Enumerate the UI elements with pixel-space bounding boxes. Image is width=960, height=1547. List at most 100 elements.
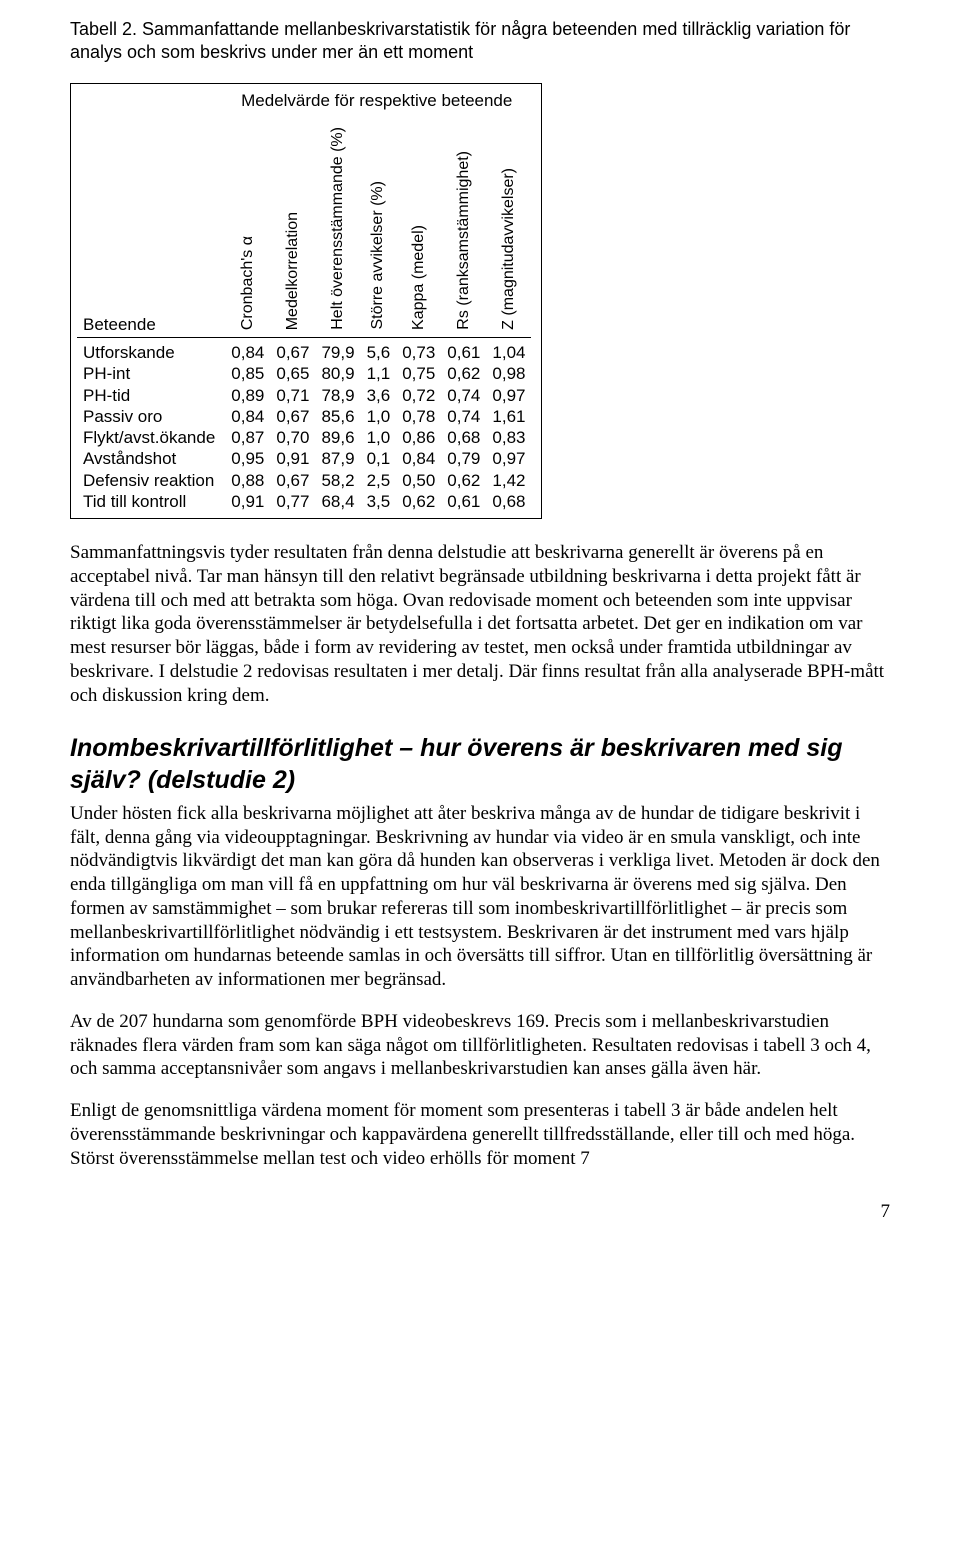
table-body: Utforskande0,840,6779,95,60,730,611,04PH… <box>77 338 531 513</box>
col-header: Z (magnitudavvikelser) <box>486 115 531 338</box>
table-caption: Tabell 2. Sammanfattande mellanbeskrivar… <box>70 18 890 65</box>
cell: 0,79 <box>441 448 486 469</box>
cell: 5,6 <box>361 342 397 363</box>
cell: 0,84 <box>396 448 441 469</box>
cell: 0,87 <box>225 427 270 448</box>
col-header-label: Z (magnitudavvikelser) <box>499 168 519 330</box>
col-header: Rs (ranksamstämmighet) <box>441 115 486 338</box>
table-row: Defensiv reaktion0,880,6758,22,50,500,62… <box>77 470 531 491</box>
cell: 0,91 <box>225 491 270 512</box>
cell: 80,9 <box>315 363 360 384</box>
table-row: Flykt/avst.ökande0,870,7089,61,00,860,68… <box>77 427 531 448</box>
cell: 0,70 <box>270 427 315 448</box>
cell: 1,1 <box>361 363 397 384</box>
cell: 0,97 <box>486 385 531 406</box>
cell: 0,62 <box>396 491 441 512</box>
cell: 0,78 <box>396 406 441 427</box>
table-row: PH-tid0,890,7178,93,60,720,740,97 <box>77 385 531 406</box>
cell: 85,6 <box>315 406 360 427</box>
col-header-label: Helt överensstämmande (%) <box>328 127 348 330</box>
col-header-label: Kappa (medel) <box>409 225 429 330</box>
cell: 0,65 <box>270 363 315 384</box>
table-header: Beteende Cronbach's α Medelkorrelation H… <box>77 115 531 338</box>
row-label: Utforskande <box>77 342 225 363</box>
cell: 0,74 <box>441 385 486 406</box>
col-header-label: Rs (ranksamstämmighet) <box>454 151 474 330</box>
row-label: PH-int <box>77 363 225 384</box>
cell: 0,1 <box>361 448 397 469</box>
table-row: Tid till kontroll0,910,7768,43,50,620,61… <box>77 491 531 512</box>
cell: 0,88 <box>225 470 270 491</box>
cell: 0,71 <box>270 385 315 406</box>
cell: 1,0 <box>361 406 397 427</box>
paragraph: Sammanfattningsvis tyder resultaten från… <box>70 541 890 707</box>
cell: 89,6 <box>315 427 360 448</box>
paragraph: Under hösten fick alla beskrivarna möjli… <box>70 802 890 992</box>
col-header: Helt överensstämmande (%) <box>315 115 360 338</box>
cell: 0,74 <box>441 406 486 427</box>
table-row: PH-int0,850,6580,91,10,750,620,98 <box>77 363 531 384</box>
col-header-label: Medelkorrelation <box>283 212 303 330</box>
row-label: Passiv oro <box>77 406 225 427</box>
table-container: Medelvärde för respektive beteende Betee… <box>70 83 542 519</box>
row-label: Tid till kontroll <box>77 491 225 512</box>
cell: 1,42 <box>486 470 531 491</box>
cell: 3,5 <box>361 491 397 512</box>
cell: 0,62 <box>441 470 486 491</box>
page-number: 7 <box>70 1200 890 1224</box>
col-header-label: Större avvikelser (%) <box>368 181 388 329</box>
cell: 0,77 <box>270 491 315 512</box>
cell: 0,86 <box>396 427 441 448</box>
table-row: Avståndshot0,950,9187,90,10,840,790,97 <box>77 448 531 469</box>
row-label: Flykt/avst.ökande <box>77 427 225 448</box>
cell: 0,89 <box>225 385 270 406</box>
cell: 0,84 <box>225 406 270 427</box>
cell: 3,6 <box>361 385 397 406</box>
cell: 0,95 <box>225 448 270 469</box>
cell: 0,75 <box>396 363 441 384</box>
cell: 0,72 <box>396 385 441 406</box>
row-label: PH-tid <box>77 385 225 406</box>
statistics-table: Beteende Cronbach's α Medelkorrelation H… <box>77 115 531 512</box>
cell: 0,67 <box>270 406 315 427</box>
row-header-label: Beteende <box>77 115 225 338</box>
col-header: Kappa (medel) <box>396 115 441 338</box>
cell: 0,61 <box>441 342 486 363</box>
cell: 2,5 <box>361 470 397 491</box>
cell: 1,0 <box>361 427 397 448</box>
col-header-label: Cronbach's α <box>238 236 258 330</box>
cell: 79,9 <box>315 342 360 363</box>
cell: 1,61 <box>486 406 531 427</box>
cell: 0,67 <box>270 342 315 363</box>
cell: 78,9 <box>315 385 360 406</box>
table-row: Utforskande0,840,6779,95,60,730,611,04 <box>77 342 531 363</box>
cell: 1,04 <box>486 342 531 363</box>
cell: 0,68 <box>441 427 486 448</box>
row-label: Avståndshot <box>77 448 225 469</box>
cell: 0,68 <box>486 491 531 512</box>
paragraph: Av de 207 hundarna som genomförde BPH vi… <box>70 1010 890 1081</box>
col-header: Cronbach's α <box>225 115 270 338</box>
col-header: Medelkorrelation <box>270 115 315 338</box>
cell: 0,73 <box>396 342 441 363</box>
cell: 0,85 <box>225 363 270 384</box>
cell: 0,67 <box>270 470 315 491</box>
row-label: Defensiv reaktion <box>77 470 225 491</box>
cell: 87,9 <box>315 448 360 469</box>
cell: 0,84 <box>225 342 270 363</box>
paragraph: Enligt de genomsnittliga värdena moment … <box>70 1099 890 1170</box>
document-page: Tabell 2. Sammanfattande mellanbeskrivar… <box>0 0 960 1254</box>
cell: 0,98 <box>486 363 531 384</box>
cell: 58,2 <box>315 470 360 491</box>
cell: 0,50 <box>396 470 441 491</box>
cell: 0,62 <box>441 363 486 384</box>
cell: 68,4 <box>315 491 360 512</box>
table-title: Medelvärde för respektive beteende <box>222 90 531 111</box>
cell: 0,61 <box>441 491 486 512</box>
cell: 0,97 <box>486 448 531 469</box>
col-header: Större avvikelser (%) <box>361 115 397 338</box>
cell: 0,91 <box>270 448 315 469</box>
cell: 0,83 <box>486 427 531 448</box>
table-row: Passiv oro0,840,6785,61,00,780,741,61 <box>77 406 531 427</box>
section-heading: Inombeskrivartillförlitlighet – hur över… <box>70 733 890 796</box>
